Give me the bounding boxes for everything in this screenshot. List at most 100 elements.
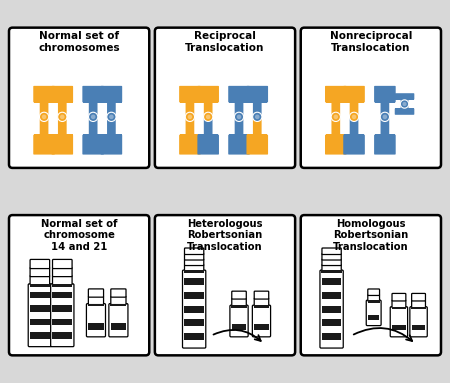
FancyBboxPatch shape [180,134,200,149]
FancyBboxPatch shape [183,270,206,348]
FancyBboxPatch shape [52,134,72,149]
Bar [53,319,72,325]
Bar [30,292,50,298]
FancyBboxPatch shape [374,135,396,155]
Text: Heterologous
Robertsonian
Translocation: Heterologous Robertsonian Translocation [187,219,263,252]
Circle shape [107,112,116,121]
FancyBboxPatch shape [235,117,243,149]
FancyBboxPatch shape [33,135,55,155]
FancyBboxPatch shape [88,289,104,297]
FancyBboxPatch shape [247,134,267,149]
FancyBboxPatch shape [204,91,212,117]
FancyBboxPatch shape [198,90,218,103]
FancyBboxPatch shape [107,91,116,117]
FancyBboxPatch shape [332,117,340,149]
FancyBboxPatch shape [51,86,73,102]
Bar [321,270,342,273]
FancyBboxPatch shape [368,295,379,301]
FancyBboxPatch shape [392,293,406,301]
Bar [30,305,50,312]
Circle shape [349,112,359,121]
FancyBboxPatch shape [109,304,128,337]
FancyBboxPatch shape [232,298,246,306]
FancyBboxPatch shape [30,275,50,285]
FancyBboxPatch shape [412,293,425,301]
FancyBboxPatch shape [390,307,408,337]
FancyBboxPatch shape [368,289,379,295]
FancyBboxPatch shape [375,134,395,149]
FancyBboxPatch shape [28,284,51,347]
FancyBboxPatch shape [82,86,104,102]
Bar [412,324,425,330]
FancyBboxPatch shape [86,304,105,337]
FancyBboxPatch shape [228,86,250,102]
FancyBboxPatch shape [83,90,104,103]
FancyBboxPatch shape [83,134,104,149]
FancyBboxPatch shape [228,135,250,155]
Circle shape [400,100,409,108]
FancyBboxPatch shape [395,95,414,100]
Circle shape [203,112,213,121]
FancyBboxPatch shape [82,135,104,155]
Bar [368,300,379,303]
Circle shape [40,112,49,121]
Bar [30,283,50,286]
FancyBboxPatch shape [9,215,149,355]
Bar [111,323,126,329]
FancyBboxPatch shape [247,90,267,103]
Circle shape [185,112,194,121]
FancyBboxPatch shape [253,117,261,149]
FancyBboxPatch shape [325,134,346,149]
FancyBboxPatch shape [184,259,204,265]
Bar [52,283,72,286]
Bar [53,332,72,339]
FancyBboxPatch shape [58,117,67,149]
FancyBboxPatch shape [155,28,295,168]
FancyBboxPatch shape [89,117,98,149]
FancyBboxPatch shape [374,86,396,102]
FancyBboxPatch shape [184,248,204,255]
Bar [322,306,342,313]
Circle shape [331,112,341,121]
FancyBboxPatch shape [395,108,414,113]
Bar [184,319,204,326]
Circle shape [352,115,356,119]
FancyBboxPatch shape [375,90,395,103]
Bar [30,319,50,325]
FancyBboxPatch shape [320,270,343,348]
FancyBboxPatch shape [101,90,122,103]
Text: Normal set of
chromosomes: Normal set of chromosomes [38,31,120,53]
Bar [184,306,204,313]
FancyBboxPatch shape [252,305,270,337]
Bar [30,332,50,339]
Bar [53,305,72,312]
Circle shape [234,112,243,121]
FancyBboxPatch shape [30,267,50,277]
Bar [392,324,406,330]
FancyBboxPatch shape [34,134,54,149]
FancyBboxPatch shape [322,254,341,260]
FancyBboxPatch shape [34,90,54,103]
FancyBboxPatch shape [395,108,414,115]
Bar [411,307,426,309]
FancyBboxPatch shape [235,91,243,117]
FancyBboxPatch shape [185,117,194,149]
FancyBboxPatch shape [88,296,104,304]
Bar [392,307,406,309]
Circle shape [252,112,262,121]
FancyBboxPatch shape [325,90,346,103]
Bar [184,278,204,285]
Bar [322,319,342,326]
FancyBboxPatch shape [229,134,249,149]
FancyBboxPatch shape [366,300,381,326]
Circle shape [91,115,95,119]
FancyBboxPatch shape [344,134,364,149]
FancyBboxPatch shape [332,91,340,117]
Bar [110,304,126,306]
FancyBboxPatch shape [230,305,248,337]
Circle shape [60,115,65,119]
Circle shape [402,102,407,106]
Bar [254,305,269,308]
Circle shape [380,112,390,121]
FancyBboxPatch shape [254,298,269,306]
